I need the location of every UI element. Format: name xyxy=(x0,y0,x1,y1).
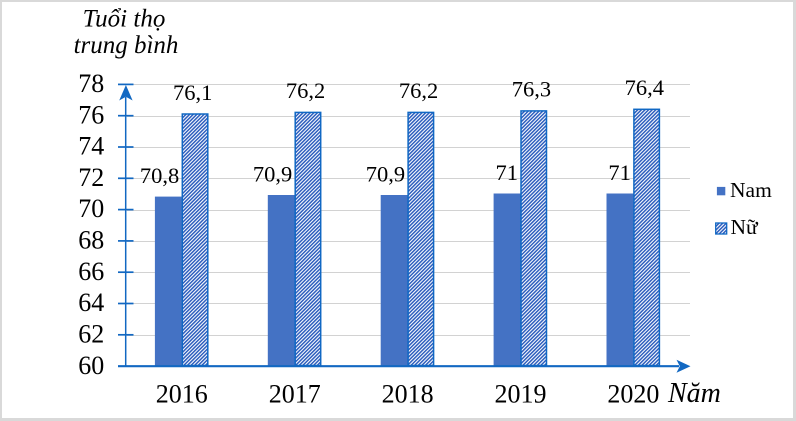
svg-text:66: 66 xyxy=(78,257,104,286)
svg-text:Nữ: Nữ xyxy=(731,215,760,239)
svg-text:Tuổi thọ: Tuổi thọ xyxy=(83,6,166,33)
svg-text:2016: 2016 xyxy=(156,380,208,409)
svg-text:71: 71 xyxy=(496,160,519,185)
svg-text:76,3: 76,3 xyxy=(512,77,551,102)
svg-text:76,2: 76,2 xyxy=(399,78,438,103)
svg-text:76,1: 76,1 xyxy=(173,80,212,105)
svg-text:2018: 2018 xyxy=(382,380,434,409)
svg-text:76: 76 xyxy=(78,100,104,129)
svg-text:76,2: 76,2 xyxy=(286,78,325,103)
svg-text:70: 70 xyxy=(78,194,104,223)
svg-text:76,4: 76,4 xyxy=(625,75,664,100)
svg-text:78: 78 xyxy=(78,69,104,98)
svg-text:60: 60 xyxy=(78,351,104,380)
svg-text:Nam: Nam xyxy=(730,178,772,202)
svg-text:trung bình: trung bình xyxy=(74,32,179,59)
svg-text:70,9: 70,9 xyxy=(366,162,405,187)
svg-text:2020: 2020 xyxy=(607,380,659,409)
svg-text:71: 71 xyxy=(608,160,631,185)
svg-text:74: 74 xyxy=(78,132,104,161)
svg-text:2017: 2017 xyxy=(269,380,321,409)
svg-text:2019: 2019 xyxy=(495,380,547,409)
svg-text:72: 72 xyxy=(78,163,104,192)
svg-text:Năm: Năm xyxy=(667,378,721,409)
svg-text:70,9: 70,9 xyxy=(253,162,292,187)
svg-text:62: 62 xyxy=(78,319,104,348)
svg-text:68: 68 xyxy=(78,226,104,255)
svg-text:70,8: 70,8 xyxy=(140,163,179,188)
svg-text:64: 64 xyxy=(78,288,104,317)
